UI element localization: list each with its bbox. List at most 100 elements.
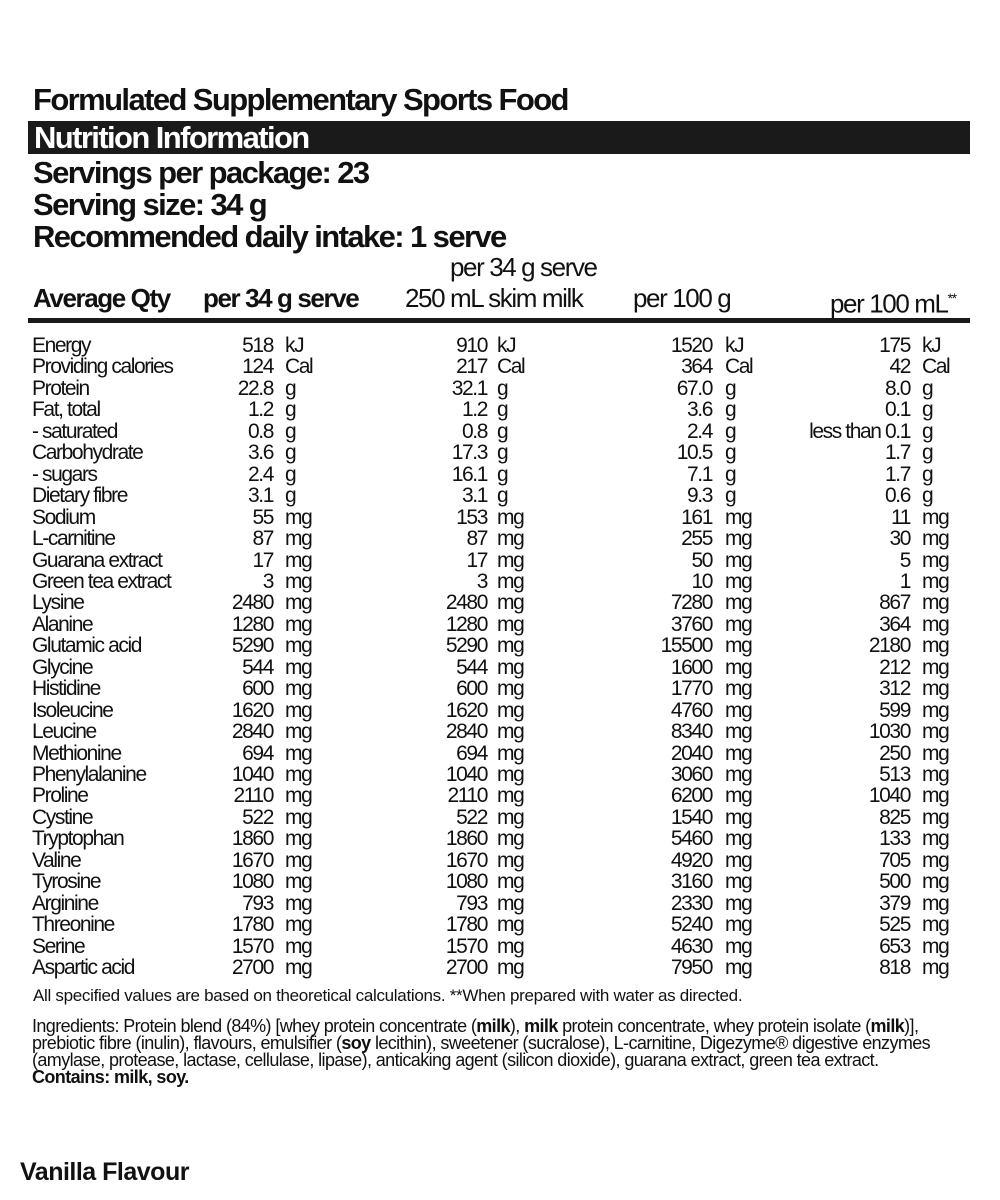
value-per-100ml: 513 xyxy=(879,763,911,786)
nutrient-name: Aspartic acid xyxy=(32,956,135,980)
value-per-100g: 7950 xyxy=(670,956,714,980)
unit-milk: g xyxy=(497,484,509,508)
unit-per-serve: mg xyxy=(285,784,313,808)
value-milk: 153 xyxy=(456,505,488,529)
unit-per-100ml: g xyxy=(922,419,934,443)
ingredients-text: ), xyxy=(509,1016,525,1036)
unit-per-100ml: g xyxy=(922,376,934,400)
column-header-milk-top: per 34 g serve xyxy=(450,252,598,282)
value-per-100ml: 818 xyxy=(879,956,911,980)
value-per-100ml: 0.6 xyxy=(885,484,911,508)
nutrient-name: Leucine xyxy=(32,720,97,744)
unit-per-100ml: Cal xyxy=(922,355,951,379)
nutrient-name: Threonine xyxy=(32,913,115,937)
unit-per-100g: mg xyxy=(725,505,753,529)
servings-per-package: Servings per package: 23 xyxy=(33,155,370,190)
nutrient-name: Serine xyxy=(32,934,86,958)
value-per-100g: 4630 xyxy=(670,934,714,958)
unit-milk: mg xyxy=(497,805,525,829)
unit-per-100ml: mg xyxy=(922,591,950,615)
unit-per-serve: mg xyxy=(285,569,313,593)
value-per-100ml: 500 xyxy=(879,870,911,894)
table-row: - saturated 0.8 g 0.8 g 2.4 g less than 0.1 g xyxy=(0,421,1000,443)
table-row: L-carnitine 87 mg 87 mg 255 mg 30 mg xyxy=(0,528,1000,550)
table-row: Aspartic acid 2700 mg 2700 mg 7950 mg 818 mg xyxy=(0,957,1000,979)
table-row: Protein 22.8 g 32.1 g 67.0 g 8.0 g xyxy=(0,378,1000,400)
unit-per-100g: Cal xyxy=(725,355,754,379)
unit-per-100ml: mg xyxy=(922,655,950,679)
value-milk: 32.1 xyxy=(451,376,489,400)
unit-per-100ml: mg xyxy=(922,569,950,593)
ingredients-text: lecithin), sweetener (sucralose), L-carn… xyxy=(32,1033,931,1070)
unit-per-100ml: mg xyxy=(922,805,950,829)
unit-per-100g: g xyxy=(725,441,737,465)
value-milk: 793 xyxy=(456,891,488,915)
value-per-100ml: 867 xyxy=(879,591,911,615)
value-per-100g: 10 xyxy=(691,569,713,593)
unit-per-100g: mg xyxy=(725,655,753,679)
ingredients: Ingredients: Protein blend (84%) [whey p… xyxy=(32,1016,977,1086)
unit-per-100ml: g xyxy=(922,462,934,486)
unit-per-serve: g xyxy=(285,462,297,486)
nutrient-name: - saturated xyxy=(32,419,118,443)
unit-per-100ml: mg xyxy=(922,720,950,744)
value-per-100g: 1600 xyxy=(670,655,714,679)
unit-per-100ml: mg xyxy=(922,548,950,572)
value-per-serve: 1620 xyxy=(231,698,275,722)
nutrient-name: Providing calories xyxy=(32,355,174,379)
nutrient-name: Cystine xyxy=(32,805,94,829)
value-per-100g: 1540 xyxy=(670,805,714,829)
unit-milk: mg xyxy=(497,870,525,894)
unit-per-100g: mg xyxy=(725,677,753,701)
unit-per-100ml: mg xyxy=(922,612,950,636)
unit-milk: mg xyxy=(497,591,525,615)
value-milk: 1780 xyxy=(445,913,489,937)
value-per-100ml: 175 xyxy=(879,334,911,357)
unit-milk: g xyxy=(497,441,509,465)
value-per-serve: 5290 xyxy=(231,634,275,658)
unit-per-serve: mg xyxy=(285,827,313,851)
unit-per-100ml: mg xyxy=(922,698,950,722)
value-per-100g: 10.5 xyxy=(676,441,714,465)
unit-milk: mg xyxy=(497,655,525,679)
value-per-100ml: 0.1 xyxy=(885,398,911,422)
value-per-serve: 1860 xyxy=(231,827,275,851)
nutrient-name: Valine xyxy=(32,848,82,872)
unit-per-100g: mg xyxy=(725,827,753,851)
unit-per-100g: mg xyxy=(725,913,753,937)
column-header-name: Average Qty xyxy=(33,283,171,313)
value-per-serve: 1280 xyxy=(231,612,275,636)
unit-per-100ml: mg xyxy=(922,891,950,915)
unit-milk: mg xyxy=(497,505,525,529)
table-row: Alanine 1280 mg 1280 mg 3760 mg 364 mg xyxy=(0,614,1000,636)
value-per-serve: 2110 xyxy=(233,784,274,808)
ingredients-text: Ingredients: Protein blend (84%) [whey p… xyxy=(32,1016,477,1036)
nutrient-name: Tyrosine xyxy=(32,870,102,894)
unit-per-serve: mg xyxy=(285,548,313,572)
value-milk: 2840 xyxy=(445,720,489,744)
value-per-serve: 793 xyxy=(242,891,274,915)
value-per-100ml: 1030 xyxy=(868,720,912,744)
allergen-text: soy xyxy=(341,1033,371,1053)
unit-milk: mg xyxy=(497,527,525,551)
value-milk: 0.8 xyxy=(462,419,488,443)
product-title: Formulated Supplementary Sports Food xyxy=(33,82,570,117)
value-per-serve: 87 xyxy=(252,527,274,551)
nutrient-name: Isoleucine xyxy=(32,698,114,722)
unit-per-100ml: mg xyxy=(922,505,950,529)
unit-milk: Cal xyxy=(497,355,526,379)
unit-per-100ml: g xyxy=(922,441,934,465)
value-per-100g: 1520 xyxy=(670,334,714,357)
table-row: Fat, total 1.2 g 1.2 g 3.6 g 0.1 g xyxy=(0,399,1000,421)
value-milk: 3 xyxy=(476,569,489,593)
value-per-serve: 2.4 xyxy=(248,462,274,486)
value-per-100g: 9.3 xyxy=(687,484,713,508)
nutrient-name: Lysine xyxy=(32,591,85,615)
value-per-serve: 1780 xyxy=(231,913,275,937)
table-row: Glutamic acid 5290 mg 5290 mg 15500 mg 2180 mg xyxy=(0,635,1000,657)
value-per-100ml: 1 xyxy=(899,569,912,593)
unit-per-100g: g xyxy=(725,484,737,508)
unit-per-100g: mg xyxy=(725,591,753,615)
ingredients-text: )], prebiotic fibre (inulin), flavours, … xyxy=(32,1016,919,1053)
allergen-text: milk xyxy=(476,1016,510,1036)
